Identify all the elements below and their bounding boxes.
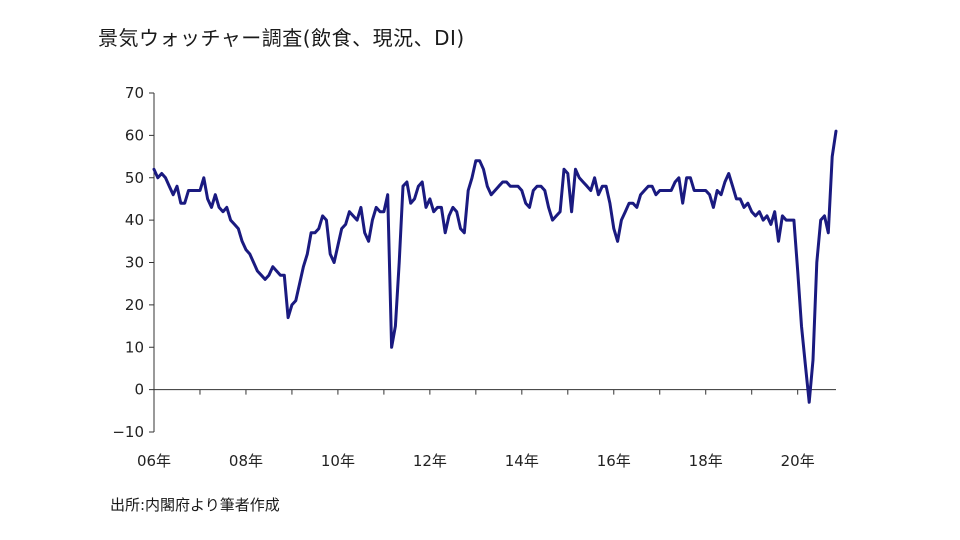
y-tick-label: −10 — [112, 423, 144, 441]
plot-area — [152, 129, 838, 404]
y-tick-label: 20 — [125, 296, 144, 314]
y-tick-label: 0 — [134, 381, 144, 399]
series-line — [152, 129, 838, 404]
x-axis: 06年 08年 10年 12年 14年 16年 18年 20年 — [137, 389, 836, 470]
x-tick-label: 06年 — [137, 452, 171, 470]
x-tick-label: 18年 — [689, 452, 723, 470]
y-tick-label: 70 — [125, 84, 144, 102]
y-tick-label: 50 — [125, 169, 144, 187]
chart-title: 景気ウォッチャー調査(飲食、現況、DI) — [98, 26, 465, 50]
x-tick-label: 10年 — [321, 452, 355, 470]
y-axis: 70 60 50 40 30 20 10 0 −10 — [112, 84, 155, 441]
y-tick-label: 60 — [125, 126, 144, 144]
source-note: 出所:内閣府より筆者作成 — [110, 496, 280, 514]
x-tick-label: 08年 — [229, 452, 263, 470]
x-tick-label: 12年 — [413, 452, 447, 470]
y-tick-label: 30 — [125, 254, 144, 272]
y-tick-label: 40 — [125, 211, 144, 229]
x-tick-label: 16年 — [597, 452, 631, 470]
y-tick-label: 10 — [125, 338, 144, 356]
x-tick-label: 14年 — [505, 452, 539, 470]
x-tick-label: 20年 — [781, 452, 815, 470]
